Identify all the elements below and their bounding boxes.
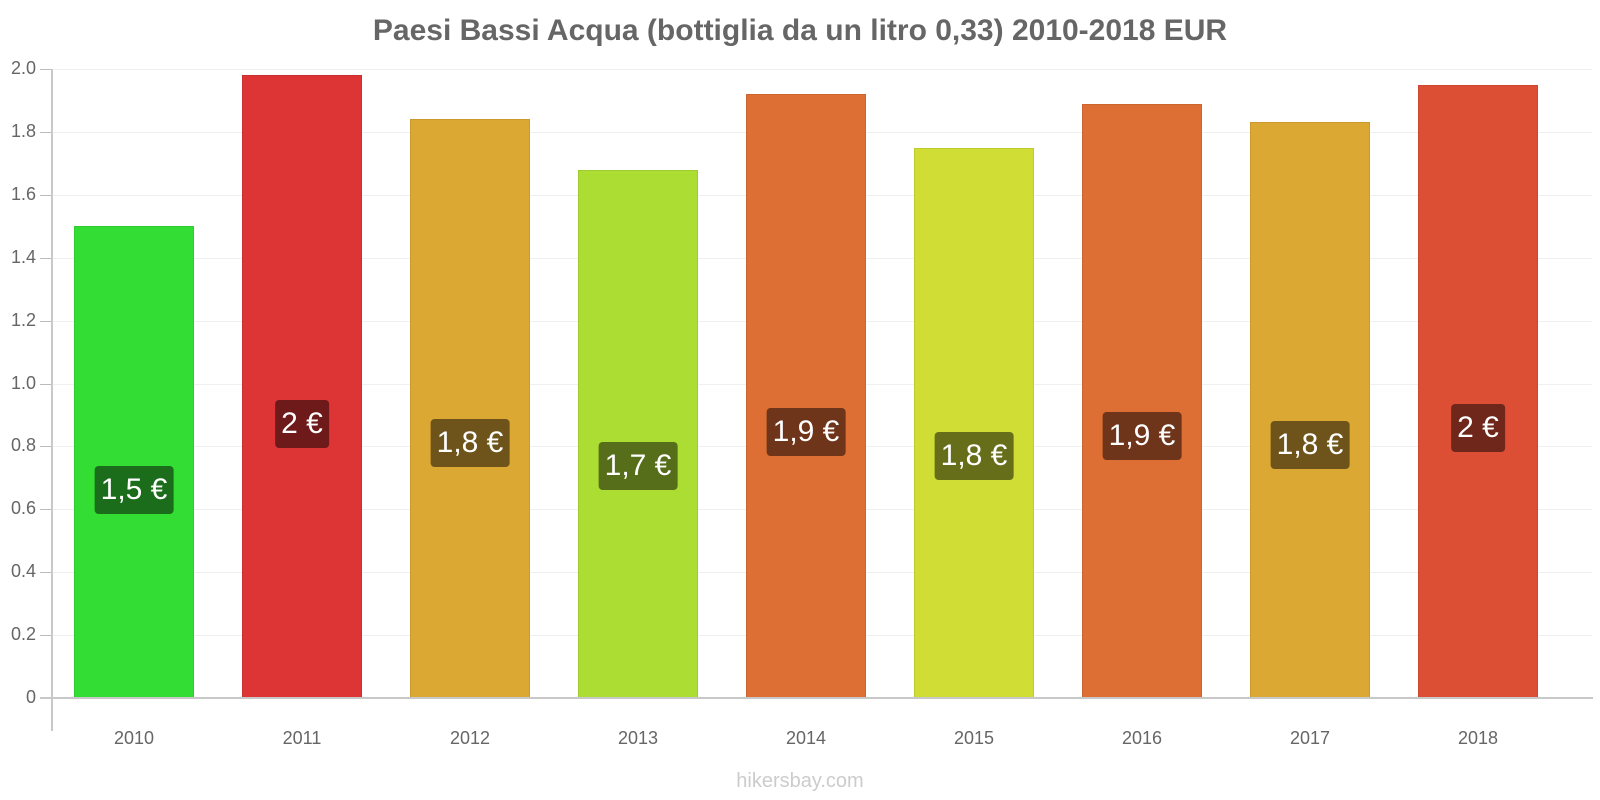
data-label: 1,8 € xyxy=(430,419,510,468)
y-tick-label: 1.8 xyxy=(10,120,36,141)
bar-2015[interactable] xyxy=(914,147,1034,698)
bar-2010[interactable] xyxy=(74,226,194,698)
data-label: 1,9 € xyxy=(766,408,846,457)
x-tick-label: 2017 xyxy=(1289,728,1331,748)
y-tick-mark xyxy=(40,194,52,196)
x-tick-label: 2015 xyxy=(953,728,995,748)
y-tick-label: 0.4 xyxy=(10,561,36,582)
y-tick-mark xyxy=(40,320,52,322)
bar-2018[interactable] xyxy=(1418,84,1538,698)
bar-2014[interactable] xyxy=(746,94,866,698)
y-tick-mark xyxy=(40,131,52,133)
y-tick-label: 1.6 xyxy=(10,183,36,204)
y-tick-label: 0.6 xyxy=(10,498,36,519)
y-tick-label: 2.0 xyxy=(10,58,36,78)
x-tick-label: 2012 xyxy=(449,728,491,748)
x-axis xyxy=(40,697,1593,699)
y-tick-label: 0.2 xyxy=(10,624,36,645)
bar-2016[interactable] xyxy=(1082,103,1202,698)
data-label: 2 € xyxy=(1451,404,1505,453)
y-tick-mark xyxy=(40,257,52,259)
bar-2011[interactable] xyxy=(242,75,362,698)
y-tick-mark xyxy=(40,509,52,511)
gridline xyxy=(52,69,1592,70)
y-tick-label: 1.2 xyxy=(10,309,36,330)
y-tick-mark xyxy=(40,69,52,70)
x-tick-label: 2018 xyxy=(1457,728,1499,748)
x-tick-label: 2016 xyxy=(1121,728,1163,748)
y-tick-mark xyxy=(40,635,52,637)
y-tick-label: 1.0 xyxy=(10,372,36,393)
chart-title: Paesi Bassi Acqua (bottiglia da un litro… xyxy=(372,14,1228,47)
data-label: 1,9 € xyxy=(1102,412,1182,461)
y-tick-label: 0.8 xyxy=(10,435,36,456)
x-tick-label: 2014 xyxy=(785,728,827,748)
bar-2012[interactable] xyxy=(410,119,530,698)
y-tick-label: 1.4 xyxy=(10,246,36,267)
x-tick-label: 2010 xyxy=(113,728,155,748)
data-label: 2 € xyxy=(275,400,329,448)
data-label: 1,7 € xyxy=(598,441,678,490)
y-tick-mark xyxy=(40,446,52,448)
y-axis xyxy=(51,69,53,731)
bar-2013[interactable] xyxy=(578,169,698,698)
bar-2017[interactable] xyxy=(1250,122,1370,698)
data-label: 1,8 € xyxy=(1270,420,1350,469)
y-tick-mark xyxy=(40,572,52,574)
x-tick-label: 2013 xyxy=(617,728,659,748)
y-tick-mark xyxy=(40,383,52,385)
data-label: 1,5 € xyxy=(94,466,174,515)
x-tick-label: 2011 xyxy=(282,728,322,748)
y-tick-label: 0 xyxy=(25,687,36,707)
data-label: 1,8 € xyxy=(934,431,1014,480)
watermark: hikersbay.com xyxy=(736,770,864,792)
